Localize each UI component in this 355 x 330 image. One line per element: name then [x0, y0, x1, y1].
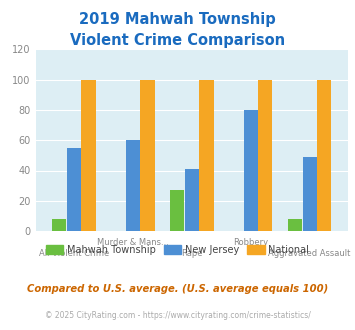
- Text: Compared to U.S. average. (U.S. average equals 100): Compared to U.S. average. (U.S. average …: [27, 284, 328, 294]
- Text: 2019 Mahwah Township
Violent Crime Comparison: 2019 Mahwah Township Violent Crime Compa…: [70, 12, 285, 48]
- Bar: [126, 140, 140, 231]
- Bar: [200, 80, 213, 231]
- Bar: [258, 80, 272, 231]
- Bar: [52, 219, 66, 231]
- Bar: [288, 219, 302, 231]
- Text: All Violent Crime: All Violent Crime: [39, 249, 109, 258]
- Text: Rape: Rape: [181, 249, 202, 258]
- Bar: [170, 190, 184, 231]
- Bar: [244, 110, 258, 231]
- Text: © 2025 CityRating.com - https://www.cityrating.com/crime-statistics/: © 2025 CityRating.com - https://www.city…: [45, 311, 310, 320]
- Bar: [82, 80, 95, 231]
- Bar: [317, 80, 332, 231]
- Bar: [67, 148, 81, 231]
- Bar: [185, 169, 199, 231]
- Bar: [141, 80, 154, 231]
- Text: Murder & Mans...: Murder & Mans...: [97, 238, 169, 247]
- Bar: [302, 157, 317, 231]
- Text: Robbery: Robbery: [233, 238, 268, 247]
- Text: Aggravated Assault: Aggravated Assault: [268, 249, 351, 258]
- Legend: Mahwah Township, New Jersey, National: Mahwah Township, New Jersey, National: [42, 241, 313, 259]
